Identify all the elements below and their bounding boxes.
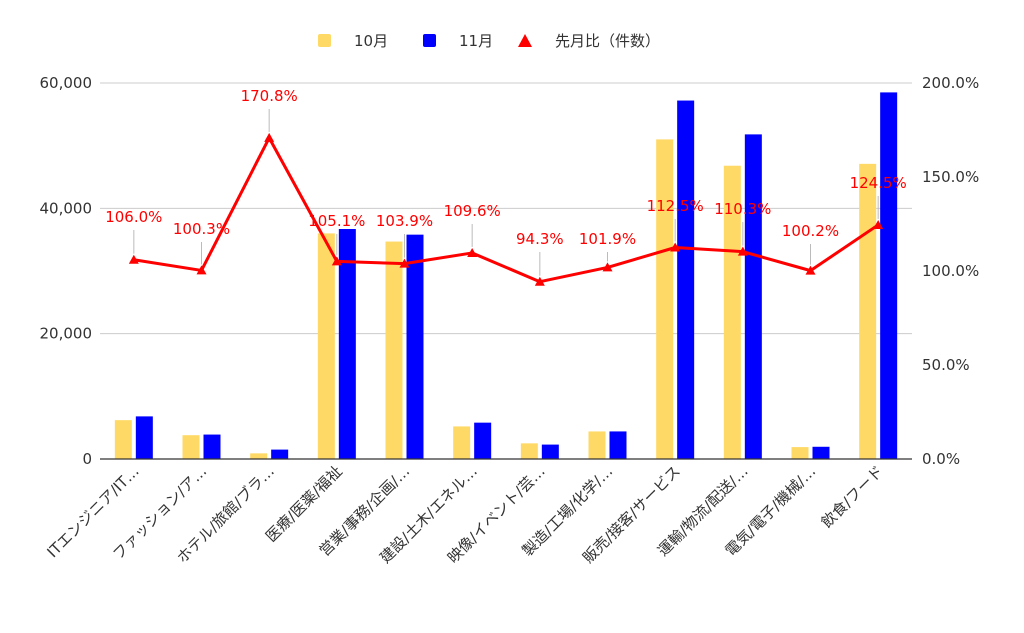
ratio-data-label: 100.3% — [173, 220, 230, 238]
bar-11月 — [677, 100, 695, 460]
bars — [114, 92, 898, 460]
legend-label: 先月比（件数） — [555, 32, 660, 50]
legend-swatch — [518, 34, 532, 47]
ratio-point — [467, 247, 478, 257]
bar-10月 — [317, 233, 335, 459]
ratio-data-label: 170.8% — [241, 87, 298, 105]
bar-11月 — [203, 434, 221, 459]
ratio-line — [128, 132, 884, 286]
ratio-data-label: 105.1% — [308, 212, 365, 230]
legend-swatch — [423, 34, 436, 47]
bar-11月 — [744, 134, 762, 460]
bar-10月 — [791, 447, 809, 459]
ratio-data-label: 94.3% — [516, 230, 564, 248]
bar-11月 — [541, 444, 559, 459]
ratio-point — [737, 246, 748, 256]
bar-10月 — [588, 431, 606, 459]
bar-11月 — [406, 234, 424, 459]
legend-swatch — [318, 34, 331, 47]
ratio-data-label: 124.5% — [850, 174, 907, 192]
ratio-point — [602, 262, 613, 272]
y-right-tick-label: 0.0% — [922, 450, 960, 468]
y-right-tick-label: 200.0% — [922, 74, 979, 92]
bar-10月 — [385, 241, 403, 459]
bar-10月 — [250, 453, 268, 459]
y-right-tick-label: 100.0% — [922, 262, 979, 280]
bar-11月 — [812, 446, 830, 459]
bar-10月 — [656, 139, 674, 459]
ratio-data-label: 106.0% — [105, 208, 162, 226]
legend-label: 10月 — [354, 32, 388, 50]
bar-11月 — [135, 416, 153, 459]
ratio-point — [331, 256, 342, 266]
ratio-data-label: 110.3% — [714, 200, 771, 218]
ratio-point — [264, 132, 275, 142]
y-left-tick-label: 60,000 — [40, 74, 93, 92]
ratio-point — [399, 258, 410, 268]
ratio-point — [873, 219, 884, 229]
y-right-tick-label: 150.0% — [922, 168, 979, 186]
bar-11月 — [338, 229, 356, 459]
bar-10月 — [453, 426, 471, 459]
bar-10月 — [182, 435, 200, 459]
ratio-point — [196, 265, 207, 275]
ratio-line-path — [133, 136, 880, 284]
ratio-point — [128, 254, 139, 264]
bar-10月 — [114, 420, 132, 459]
ratio-point — [805, 265, 816, 275]
y-left-tick-label: 0 — [82, 450, 92, 468]
ratio-data-label: 112.5% — [647, 197, 704, 215]
y-right-tick-label: 50.0% — [922, 356, 970, 374]
legend: 10月 11月 先月比（件数） — [318, 32, 660, 50]
y-left-tick-label: 40,000 — [40, 199, 93, 217]
y-left-tick-label: 20,000 — [40, 325, 93, 343]
data-labels: 106.0% 100.3% 170.8% 105.1% 103.9% 109.6% 94.3… — [105, 87, 907, 276]
gridlines — [100, 82, 912, 460]
bar-11月 — [474, 422, 492, 459]
legend-label: 11月 — [459, 32, 493, 50]
bar-10月 — [723, 165, 741, 459]
ratio-data-label: 103.9% — [376, 212, 433, 230]
ratio-data-label: 109.6% — [444, 202, 501, 220]
ratio-data-label: 101.9% — [579, 230, 636, 248]
axes: 0 20,000 40,000 60,000 0.0% 50.0% 100.0% 150.0%… — [40, 74, 980, 567]
ratio-point — [670, 242, 681, 252]
ratio-point — [534, 276, 545, 286]
ratio-data-label: 100.2% — [782, 222, 839, 240]
bar-10月 — [520, 443, 538, 459]
bar-11月 — [271, 449, 289, 459]
bar-10月 — [859, 163, 877, 459]
x-category-label: 飲食/フード — [818, 462, 887, 531]
bar-11月 — [609, 431, 627, 459]
bar-11月 — [880, 92, 898, 460]
